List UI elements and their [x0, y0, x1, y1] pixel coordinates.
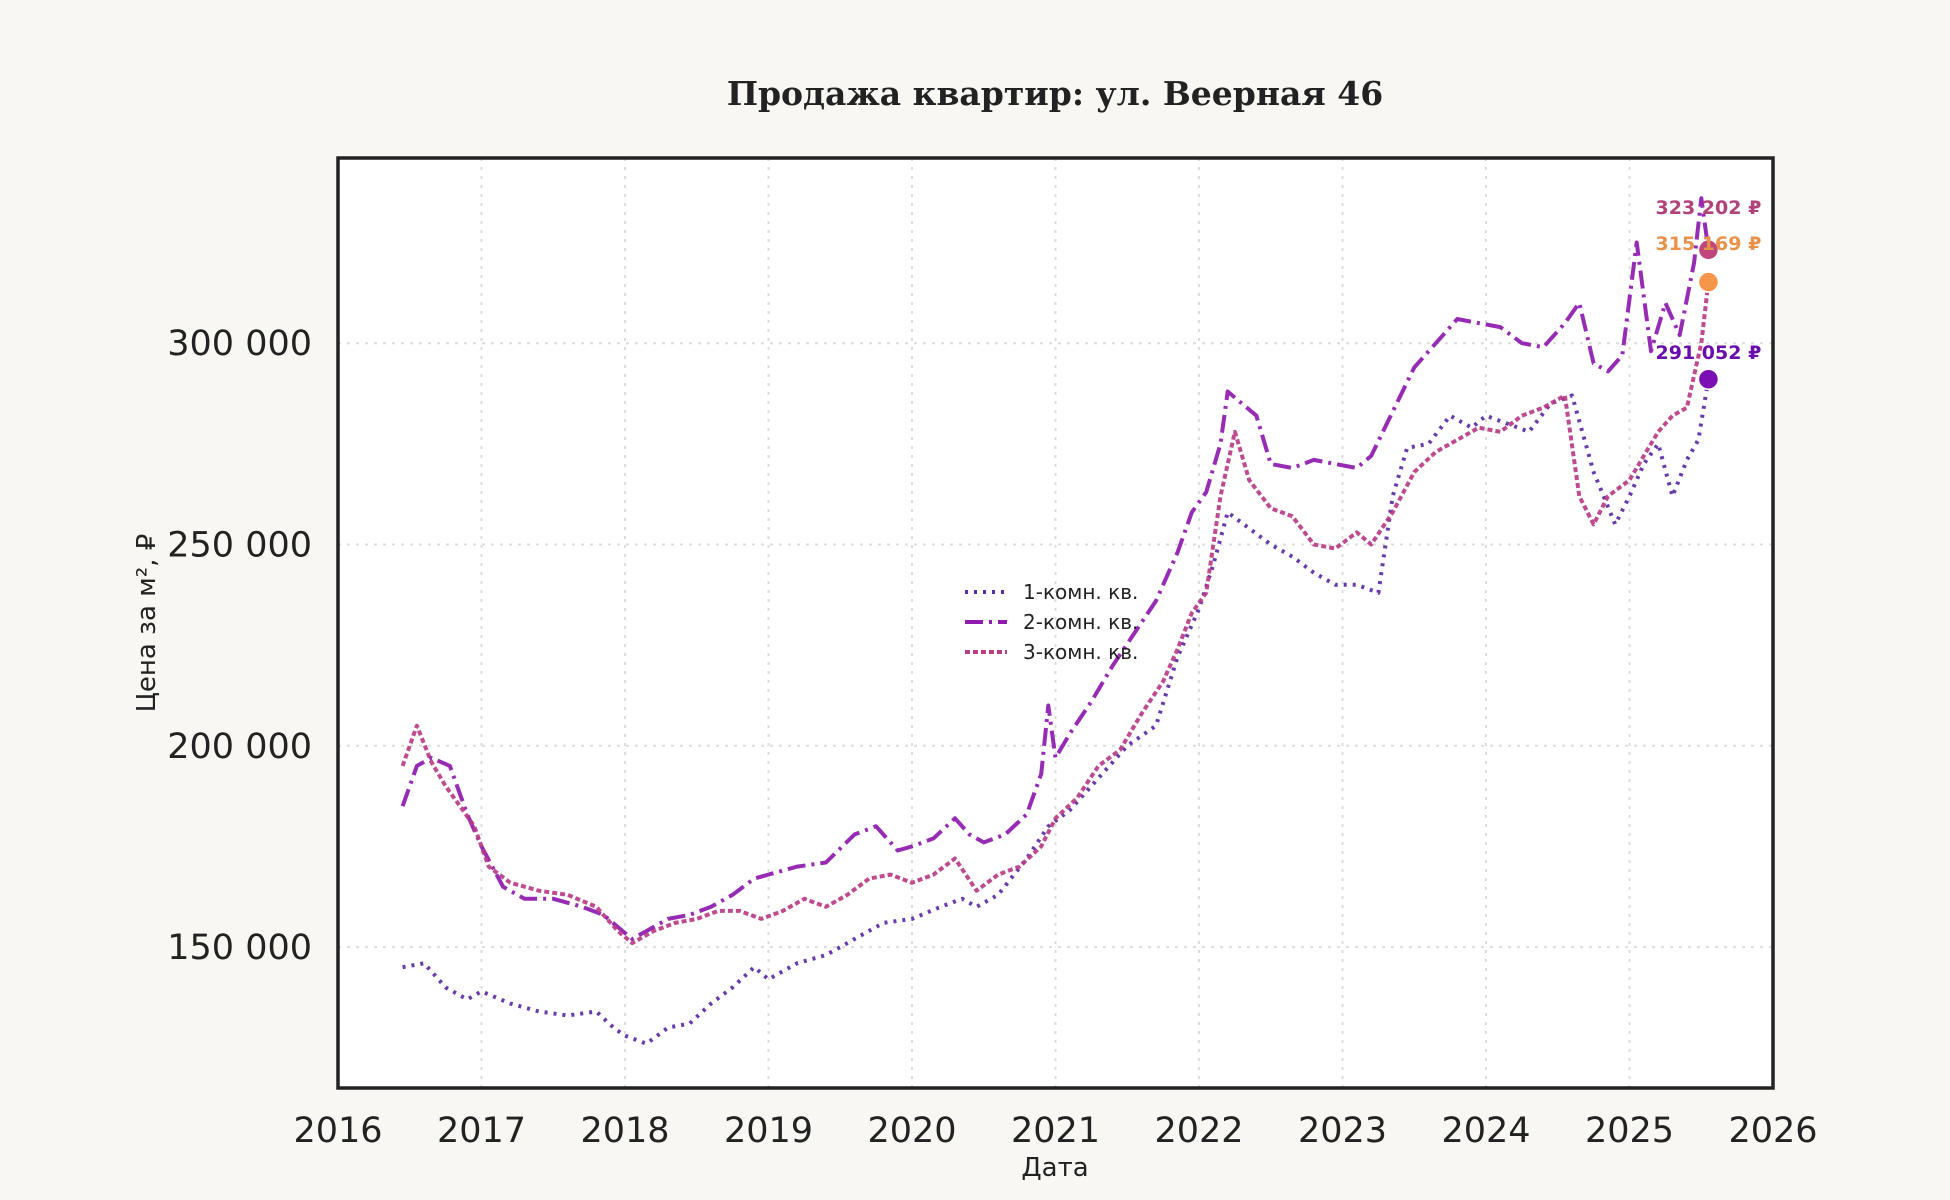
axis-ticks: 2016 2017 2018 2019 2020 2021 2022 2023 2024 2025… — [167, 324, 1817, 1151]
x-tick-label: 2020 — [867, 1111, 956, 1151]
x-tick-label: 2026 — [1728, 1111, 1817, 1151]
y-tick-label: 250 000 — [167, 525, 312, 565]
legend-label: 1-комн. кв. — [1023, 580, 1138, 604]
end-point-marker — [1697, 239, 1720, 261]
x-tick-label: 2023 — [1298, 1111, 1387, 1151]
end-markers: 291 052 ₽ 323 202 ₽ 315 169 ₽ — [1656, 197, 1762, 390]
x-tick-label: 2017 — [437, 1111, 526, 1151]
chart-title: Продажа квартир: ул. Веерная 46 — [727, 74, 1383, 113]
legend-label: 3-комн. кв. — [1023, 640, 1138, 664]
end-value-label: 323 202 ₽ — [1656, 197, 1762, 219]
x-tick-label: 2024 — [1441, 1111, 1530, 1151]
end-point-marker — [1697, 271, 1720, 293]
series-line-2 — [400, 196, 1711, 941]
legend-label: 2-комн. кв. — [1023, 610, 1138, 634]
y-axis-label: Цена за м², ₽ — [132, 534, 162, 713]
y-tick-label: 200 000 — [167, 727, 312, 767]
y-tick-label: 300 000 — [167, 324, 312, 364]
legend: 1-комн. кв. 2-комн. кв. 3-комн. кв. — [965, 580, 1138, 664]
end-point-marker — [1697, 368, 1720, 390]
x-tick-label: 2019 — [724, 1111, 813, 1151]
x-tick-label: 2016 — [293, 1111, 382, 1151]
x-tick-label: 2018 — [580, 1111, 669, 1151]
x-tick-label: 2025 — [1585, 1111, 1674, 1151]
end-value-label: 315 169 ₽ — [1656, 233, 1762, 255]
series-lines — [400, 196, 1711, 1046]
plot-frame — [336, 156, 1775, 1090]
x-tick-label: 2022 — [1154, 1111, 1243, 1151]
x-tick-label: 2021 — [1011, 1111, 1100, 1151]
y-tick-label: 150 000 — [167, 928, 312, 968]
end-value-label: 291 052 ₽ — [1656, 342, 1762, 364]
x-axis-label: Дата — [1021, 1153, 1088, 1183]
